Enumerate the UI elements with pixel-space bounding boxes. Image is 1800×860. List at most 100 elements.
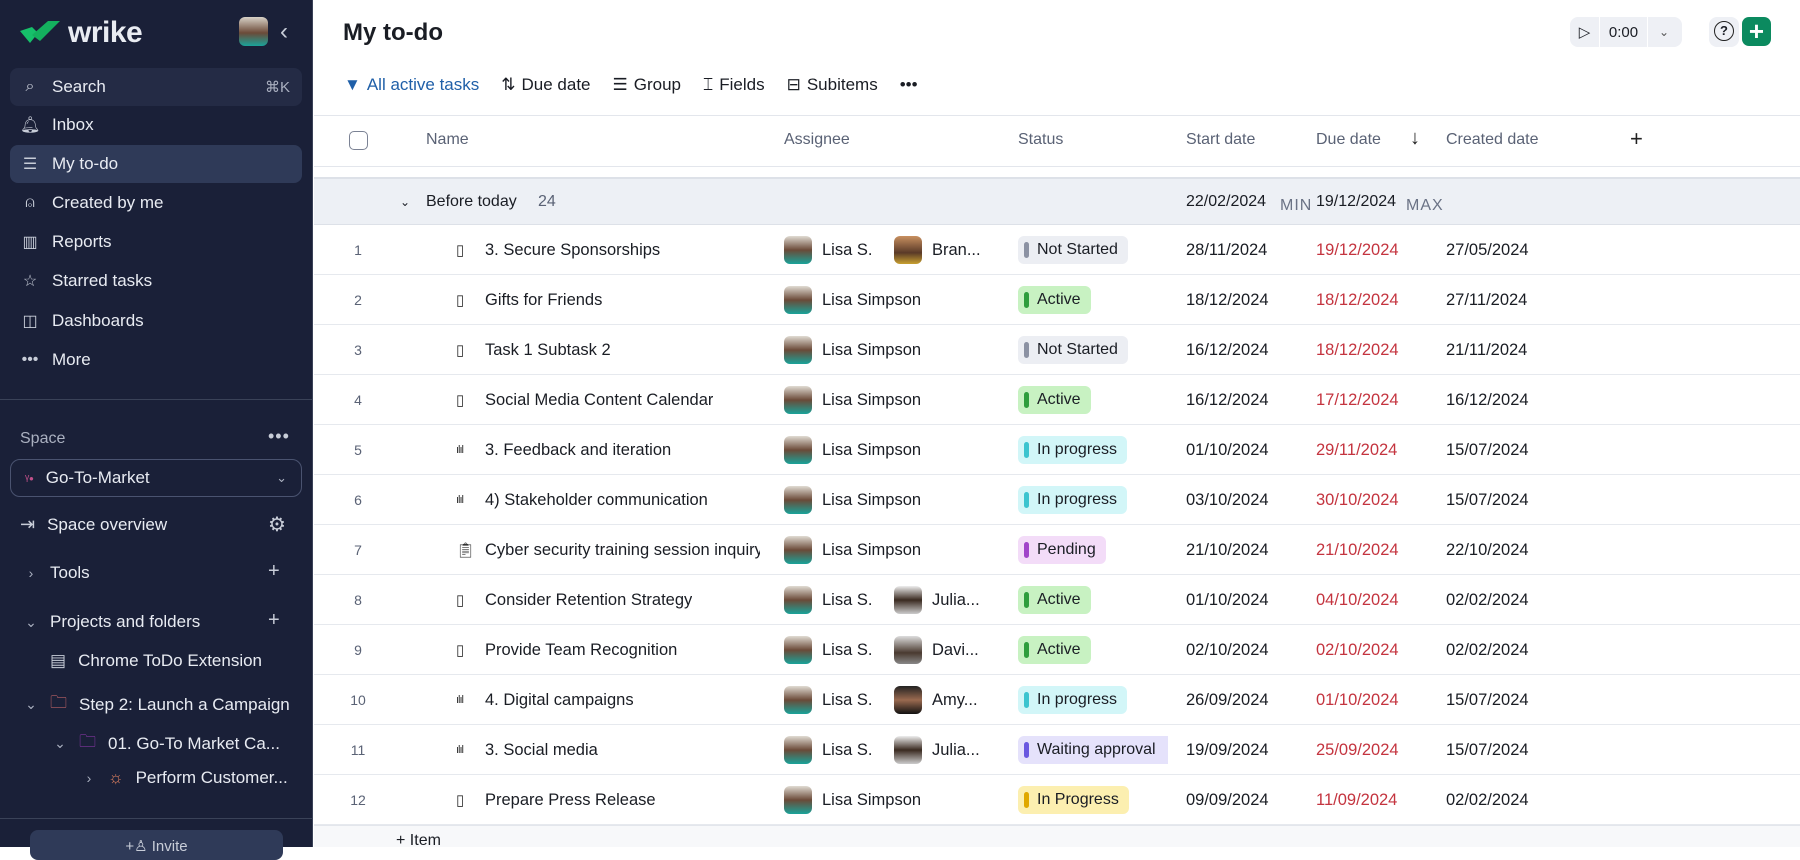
column-header-start-date[interactable]: Start date (1186, 131, 1256, 148)
assignee-name[interactable]: Bran... (932, 240, 981, 259)
task-name[interactable]: Social Media Content Calendar (485, 375, 770, 425)
filter-button[interactable]: ▼ All active tasks (344, 75, 479, 95)
task-name[interactable]: Task 1 Subtask 2 (485, 325, 770, 375)
assignee-name[interactable]: Julia... (932, 740, 980, 759)
task-name[interactable]: 3. Secure Sponsorships (485, 225, 770, 275)
sort-desc-icon[interactable]: ↓ (1410, 127, 1420, 149)
sidebar-item-more[interactable]: ••• More (10, 341, 302, 379)
table-row[interactable]: 12 ▯ Prepare Press Release Lisa Simpson … (314, 775, 1800, 825)
start-date[interactable]: 09/09/2024 (1186, 790, 1269, 809)
add-column-icon[interactable]: + (1630, 126, 1643, 151)
assignee-name[interactable]: Lisa Simpson (822, 390, 922, 409)
add-item-button[interactable]: + Item (314, 825, 1800, 849)
sidebar-item-reports[interactable]: ▥ Reports (10, 223, 302, 261)
projects-section[interactable]: ⌄ Projects and folders (24, 612, 200, 632)
status-badge[interactable]: In progress (1018, 486, 1128, 514)
start-date[interactable]: 19/09/2024 (1186, 740, 1269, 759)
assignee-name[interactable]: Lisa Simpson (822, 540, 922, 559)
tree-item-step2[interactable]: ⌄ 🗀 Step 2: Launch a Campaign (24, 690, 290, 719)
status-badge[interactable]: In progress (1018, 436, 1128, 464)
space-more-icon[interactable]: ••• (268, 426, 290, 446)
status-badge[interactable]: Active (1018, 586, 1091, 614)
assignee-name[interactable]: Davi... (932, 640, 979, 659)
gear-icon[interactable]: ⚙ (268, 514, 286, 536)
assignee-name[interactable]: Lisa S. (822, 640, 873, 659)
assignee-name[interactable]: Lisa Simpson (822, 340, 922, 359)
due-date[interactable]: 21/10/2024 (1316, 540, 1399, 559)
assignee-name[interactable]: Lisa Simpson (822, 490, 922, 509)
assignee-name[interactable]: Lisa S. (822, 740, 873, 759)
task-name[interactable]: Gifts for Friends (485, 275, 770, 325)
due-date[interactable]: 25/09/2024 (1316, 740, 1399, 759)
select-all-checkbox[interactable] (349, 131, 368, 150)
column-header-created-date[interactable]: Created date (1446, 131, 1539, 148)
sort-button[interactable]: ⇅ Due date (501, 75, 590, 95)
task-name[interactable]: Consider Retention Strategy (485, 575, 770, 625)
tree-item-perform-customer[interactable]: › ☼ Perform Customer... (82, 768, 288, 788)
task-name[interactable]: 3. Social media (485, 725, 770, 775)
task-name[interactable]: Provide Team Recognition (485, 625, 770, 675)
status-badge[interactable]: Active (1018, 286, 1091, 314)
assignee-name[interactable]: Amy... (932, 690, 978, 709)
assignee-name[interactable]: Julia... (932, 590, 980, 609)
create-new-button[interactable]: + (1742, 17, 1771, 46)
user-avatar[interactable] (239, 17, 268, 46)
assignee-name[interactable]: Lisa Simpson (822, 440, 922, 459)
search-button[interactable]: ⌕ Search ⌘K (10, 68, 302, 106)
table-row[interactable]: 3 ▯ Task 1 Subtask 2 Lisa Simpson Not St… (314, 325, 1800, 375)
status-badge[interactable]: Not Started (1018, 236, 1128, 264)
status-badge[interactable]: Not Started (1018, 336, 1128, 364)
help-button[interactable]: ? (1709, 17, 1739, 47)
due-date[interactable]: 11/09/2024 (1316, 790, 1398, 809)
assignee-name[interactable]: Lisa Simpson (822, 290, 922, 309)
column-header-due-date[interactable]: Due date (1316, 131, 1381, 148)
due-date[interactable]: 17/12/2024 (1316, 390, 1399, 409)
table-row[interactable]: 8 ▯ Consider Retention Strategy Lisa S. … (314, 575, 1800, 625)
table-row[interactable]: 1 ▯ 3. Secure Sponsorships Lisa S. Bran.… (314, 225, 1800, 275)
tree-item-chrome-todo[interactable]: ▤ Chrome ToDo Extension (50, 651, 262, 671)
status-badge[interactable]: Waiting approval (1018, 736, 1168, 764)
column-header-name[interactable]: Name (426, 131, 469, 148)
due-date[interactable]: 18/12/2024 (1316, 340, 1399, 359)
table-row[interactable]: 7 📋︎ Cyber security training session inq… (314, 525, 1800, 575)
assignee-name[interactable]: Lisa Simpson (822, 790, 922, 809)
due-date[interactable]: 29/11/2024 (1316, 440, 1398, 459)
assignee-name[interactable]: Lisa S. (822, 690, 873, 709)
invite-button[interactable]: +♙ Invite (30, 830, 283, 860)
start-date[interactable]: 26/09/2024 (1186, 690, 1269, 709)
status-badge[interactable]: Active (1018, 386, 1091, 414)
space-overview[interactable]: ⇥ Space overview (20, 514, 167, 535)
due-date[interactable]: 18/12/2024 (1316, 290, 1399, 309)
due-date[interactable]: 30/10/2024 (1316, 490, 1399, 509)
fields-button[interactable]: ⌶ Fields (703, 75, 765, 95)
timer-control[interactable]: ▷ 0:00 ⌄ (1570, 17, 1682, 47)
task-name[interactable]: 3. Feedback and iteration (485, 425, 770, 475)
wrike-logo[interactable]: wrike (20, 16, 143, 50)
due-date[interactable]: 02/10/2024 (1316, 640, 1399, 659)
subitems-button[interactable]: ⊟ Subitems (787, 75, 878, 95)
due-date[interactable]: 19/12/2024 (1316, 240, 1399, 259)
start-date[interactable]: 01/10/2024 (1186, 590, 1269, 609)
start-date[interactable]: 01/10/2024 (1186, 440, 1269, 459)
play-icon[interactable]: ▷ (1570, 17, 1600, 47)
status-badge[interactable]: Pending (1018, 536, 1106, 564)
table-row[interactable]: 5 ılıl 3. Feedback and iteration Lisa Si… (314, 425, 1800, 475)
status-badge[interactable]: Active (1018, 636, 1091, 664)
status-badge[interactable]: In progress (1018, 686, 1128, 714)
task-name[interactable]: 4. Digital campaigns (485, 675, 770, 725)
task-name[interactable]: Prepare Press Release (485, 775, 770, 825)
more-options-button[interactable]: ••• (900, 75, 918, 95)
start-date[interactable]: 28/11/2024 (1186, 240, 1268, 259)
start-date[interactable]: 02/10/2024 (1186, 640, 1269, 659)
start-date[interactable]: 16/12/2024 (1186, 390, 1269, 409)
sidebar-item-my-todo[interactable]: ☰ My to-do (10, 145, 302, 183)
task-name[interactable]: 4) Stakeholder communication (485, 475, 770, 525)
start-date[interactable]: 18/12/2024 (1186, 290, 1269, 309)
assignee-name[interactable]: Lisa S. (822, 240, 873, 259)
chevron-down-icon[interactable]: ⌄ (1658, 25, 1670, 39)
group-button[interactable]: ☰ Group (613, 75, 682, 95)
table-row[interactable]: 10 ılıl 4. Digital campaigns Lisa S. Amy… (314, 675, 1800, 725)
assignee-name[interactable]: Lisa S. (822, 590, 873, 609)
start-date[interactable]: 16/12/2024 (1186, 340, 1269, 359)
task-name[interactable]: Cyber security training session inquiry (485, 525, 770, 575)
